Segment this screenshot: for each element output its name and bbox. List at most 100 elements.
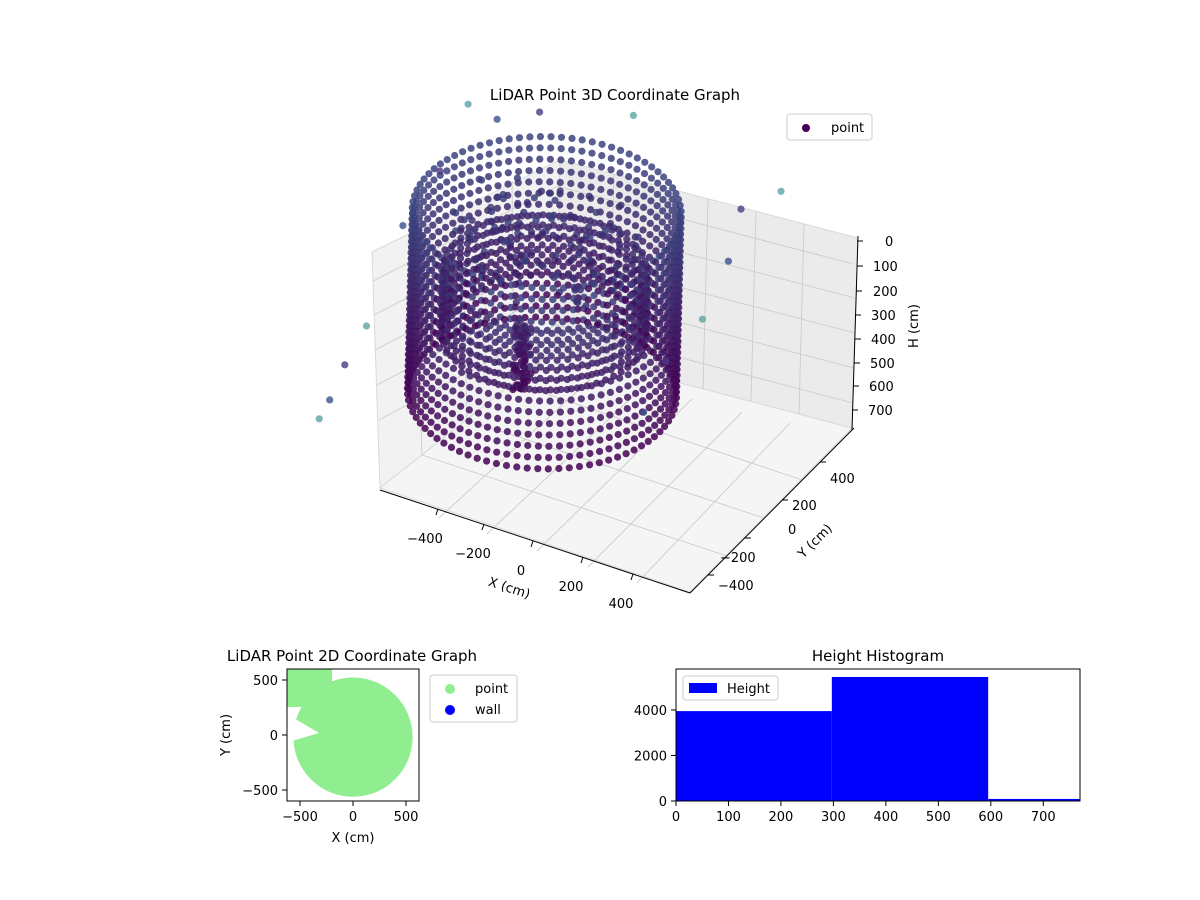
lidar-point <box>616 351 624 360</box>
lidar-point <box>452 357 460 365</box>
y-tick-2d-label: −500 <box>242 784 278 799</box>
lidar-point <box>474 209 482 217</box>
lidar-point <box>595 264 603 273</box>
lidar-point <box>597 174 605 182</box>
lidar-point <box>515 145 523 153</box>
lidar-point <box>465 406 473 414</box>
histogram-x-tick-label: 500 <box>926 810 951 825</box>
lidar-point <box>590 229 598 237</box>
lidar-point <box>441 383 449 391</box>
lidar-point <box>584 352 592 360</box>
lidar-point <box>624 393 632 401</box>
lidar-point <box>543 279 551 287</box>
lidar-point <box>503 439 511 447</box>
lidar-point <box>615 203 623 211</box>
lidar-point <box>596 413 605 422</box>
lidar-point <box>658 241 666 249</box>
lidar-point <box>483 457 491 465</box>
lidar-point <box>615 408 623 416</box>
z-tick-3d-label: 400 <box>871 333 896 348</box>
lidar-point <box>615 250 624 259</box>
lidar-point <box>659 196 667 204</box>
lidar-point <box>626 314 634 322</box>
lidar-point <box>608 236 616 244</box>
lidar-point <box>433 434 441 443</box>
lidar-point <box>504 169 512 177</box>
lidar-point <box>543 346 551 355</box>
lidar-point <box>608 143 616 151</box>
lidar-point <box>656 428 664 436</box>
lidar-point <box>472 277 481 285</box>
lidar-point <box>584 296 592 304</box>
lidar-point <box>574 354 582 362</box>
histogram-x-tick-label: 600 <box>978 810 1003 825</box>
lidar-point <box>420 186 428 194</box>
lidar-outlier-point <box>662 357 670 365</box>
lidar-point <box>460 216 468 224</box>
lidar-point <box>664 178 673 186</box>
lidar-point <box>535 178 543 186</box>
lidar-point <box>476 353 484 361</box>
lidar-point <box>422 391 430 399</box>
lidar-point <box>651 421 659 429</box>
lidar-point <box>623 427 631 435</box>
lidar-point <box>615 397 623 405</box>
x-axis-2d-label: X (cm) <box>332 831 375 846</box>
lidar-point <box>458 182 466 190</box>
lidar-point <box>492 238 501 246</box>
lidar-point <box>578 136 586 144</box>
lidar-point <box>496 324 504 332</box>
lidar-point <box>534 234 542 242</box>
lidar-outlier-point <box>399 222 407 230</box>
lidar-outlier-point <box>464 100 472 108</box>
lidar-point <box>434 401 442 409</box>
lidar-point <box>574 364 582 372</box>
lidar-point <box>607 256 615 264</box>
lidar-point <box>602 346 611 354</box>
lidar-point <box>630 435 639 443</box>
x-tick-3d-label: −400 <box>407 532 443 547</box>
lidar-point <box>670 394 679 402</box>
lidar-point <box>413 368 421 376</box>
lidar-point <box>486 278 495 286</box>
lidar-point <box>441 235 449 243</box>
lidar-point <box>565 258 573 267</box>
lidar-point <box>547 215 556 223</box>
lidar-point <box>536 133 545 141</box>
lidar-point <box>479 221 487 230</box>
lidar-point <box>544 234 552 242</box>
lidar-point <box>511 353 519 362</box>
lidar-point <box>485 367 493 375</box>
lidar-point <box>575 334 583 342</box>
lidar-point <box>606 388 615 396</box>
lidar-point <box>652 354 661 362</box>
lidar-point <box>575 462 584 471</box>
lidar-point <box>557 167 565 175</box>
lidar-point <box>633 177 641 185</box>
lidar-point <box>627 280 635 288</box>
lidar-point <box>657 394 665 402</box>
lidar-point <box>543 336 551 344</box>
histogram-legend-label: Height <box>727 682 770 697</box>
lidar-point <box>616 169 624 177</box>
lidar-point <box>450 185 458 193</box>
lidar-point <box>589 314 598 322</box>
lidar-point <box>488 218 496 226</box>
lidar-point <box>514 429 522 437</box>
lidar-point <box>501 351 509 359</box>
lidar-point <box>534 223 542 231</box>
lidar-outlier-point <box>536 108 544 116</box>
lidar-point <box>418 363 426 371</box>
lidar-point <box>663 235 671 243</box>
lidar-point <box>595 253 603 261</box>
chart-histogram: Height Histogram 0 100 200 300 400 500 600 7000… <box>634 647 1081 825</box>
lidar-point <box>527 271 535 279</box>
lidar-point <box>433 423 441 431</box>
lidar-point <box>449 219 457 227</box>
lidar-point <box>623 235 631 243</box>
lidar-point <box>587 404 595 412</box>
lidar-point <box>576 451 584 459</box>
lidar-point <box>630 446 638 454</box>
lidar-point <box>556 201 564 209</box>
histogram-bar <box>831 676 989 801</box>
